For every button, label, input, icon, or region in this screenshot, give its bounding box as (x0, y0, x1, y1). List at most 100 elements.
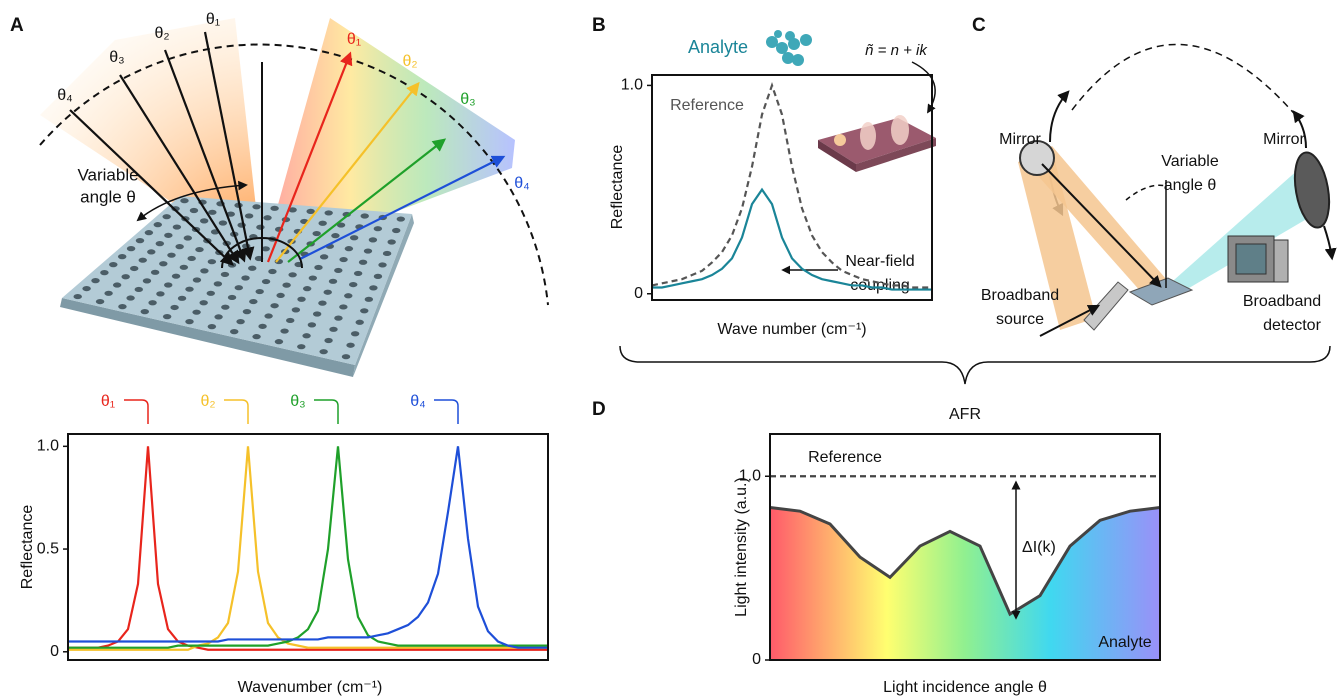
hole (268, 268, 277, 275)
hole (339, 256, 348, 263)
hole (159, 261, 168, 267)
hole (312, 311, 322, 317)
angle-arrow (136, 180, 248, 222)
plate-side (353, 214, 414, 377)
hole (172, 224, 182, 230)
area (770, 507, 1160, 660)
hole (192, 277, 202, 283)
hole (346, 342, 355, 348)
hole (142, 278, 152, 284)
legend-bracket (224, 399, 249, 424)
y-tick-label: 0 (634, 285, 643, 302)
hole (144, 230, 154, 236)
hole (288, 207, 297, 213)
hole (179, 264, 189, 270)
y-tick-label: 1.0 (37, 438, 59, 455)
angle-label: θ₂ (402, 53, 417, 70)
angle-label: θ₄ (514, 175, 529, 192)
hole (140, 309, 149, 315)
hole (291, 307, 301, 313)
hole (302, 286, 312, 292)
source-label: source (996, 311, 1044, 328)
ray (1041, 163, 1162, 288)
hole (252, 334, 261, 340)
hole (255, 288, 264, 295)
detector-window (1235, 243, 1267, 275)
legend-label: θ₃ (290, 393, 305, 410)
reflected-ray (266, 51, 353, 263)
ray (1039, 304, 1101, 337)
hole (199, 218, 209, 224)
angle-arc (1125, 184, 1167, 201)
device-spot (834, 134, 846, 146)
hole (150, 269, 160, 275)
hole (91, 277, 100, 284)
hole (118, 303, 127, 310)
hole (324, 337, 333, 344)
hole (213, 281, 223, 287)
hole (218, 220, 228, 226)
hole (171, 273, 181, 279)
refractive-index: ñ = n + ik (865, 42, 928, 59)
hole (126, 246, 136, 252)
hole (308, 275, 318, 281)
series-line (68, 446, 548, 649)
hole (258, 323, 267, 329)
plot-frame (769, 433, 1161, 661)
hole (323, 289, 332, 295)
detector-fins (1273, 239, 1289, 283)
series-line (68, 446, 548, 651)
hole (396, 216, 405, 222)
hole (162, 314, 172, 320)
hole (355, 319, 364, 325)
hole (373, 226, 383, 232)
metasurface-illustration: θ₁ θ₂ θ₃ θ₄ θ₁ θ₂ θ₃ θ₄ Variable angle θ (39, 11, 549, 377)
plot-frame (67, 433, 549, 661)
hole (286, 317, 295, 324)
y-axis-label: Reflectance (609, 145, 626, 230)
reflected-ray (299, 155, 506, 260)
angle-semicircle (221, 237, 303, 269)
hole (207, 259, 217, 265)
hole (318, 220, 327, 226)
analyte-illustration: ñ = n + ik Near-field coupling (766, 30, 936, 294)
hole (126, 295, 135, 301)
hole (331, 233, 340, 239)
angle-text: angle θ (1164, 177, 1217, 194)
angle-text: angle θ (80, 187, 136, 206)
hole (368, 237, 378, 243)
hole (121, 274, 130, 280)
panel-label: B (592, 15, 606, 36)
hole (249, 298, 258, 305)
hole (117, 254, 127, 260)
series-line (68, 446, 548, 651)
hole (241, 275, 250, 281)
panel-label: D (592, 399, 606, 420)
hole (227, 294, 237, 301)
hole (382, 250, 392, 257)
hole (349, 281, 358, 288)
hole (319, 254, 329, 260)
annotation: Near-field (845, 253, 914, 270)
hole (189, 207, 199, 214)
hole (276, 292, 285, 299)
hole (95, 298, 105, 305)
hole (307, 322, 317, 328)
hole (147, 249, 156, 255)
y-tick-label: 0 (50, 643, 59, 660)
mirror-label: Mirror (1263, 131, 1305, 148)
hole (109, 262, 118, 268)
hole (148, 300, 157, 306)
hole (248, 265, 257, 271)
panel-label: C (972, 15, 986, 36)
y-tick-label: 1.0 (621, 77, 643, 94)
hole (263, 215, 272, 221)
hole (392, 227, 401, 234)
legend-label: θ₂ (200, 393, 215, 410)
hole (344, 293, 353, 299)
angle-text: Variable (77, 165, 138, 184)
mirror (1293, 151, 1331, 229)
hole (297, 344, 306, 350)
hole (314, 264, 323, 271)
brace (619, 345, 1331, 385)
